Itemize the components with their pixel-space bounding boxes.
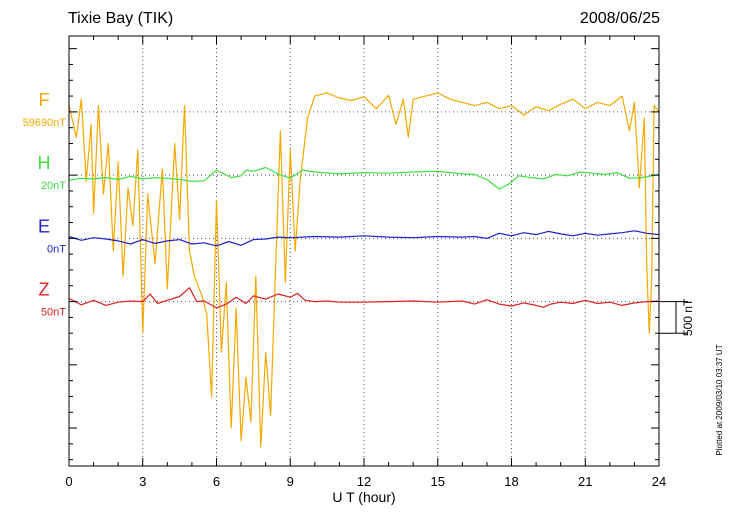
x-tick-label: 15 xyxy=(431,474,445,489)
series-line-E xyxy=(68,230,660,247)
series-baseline-F: 59690nT xyxy=(23,117,67,129)
series-baseline-H: 20nT xyxy=(41,180,66,192)
series-line-Z xyxy=(68,287,660,309)
series-name-H: H xyxy=(38,153,51,173)
plotted-at-note: Plotted at 2009/03/10 03:37 UT xyxy=(715,344,724,455)
station-title: Tixie Bay (TIK) xyxy=(68,10,174,27)
x-tick-label: 12 xyxy=(357,474,371,489)
series-baseline-Z: 50nT xyxy=(41,307,66,319)
series-name-Z: Z xyxy=(39,280,50,300)
x-tick-label: 21 xyxy=(578,474,592,489)
series-line-H xyxy=(68,166,660,190)
date-label: 2008/06/25 xyxy=(579,10,660,27)
series-line-F xyxy=(68,92,660,448)
series-baseline-E: 0nT xyxy=(47,243,66,255)
x-tick-label: 3 xyxy=(139,474,146,489)
x-tick-label: 24 xyxy=(652,474,666,489)
series-name-F: F xyxy=(39,90,50,110)
series-name-E: E xyxy=(38,216,50,236)
x-tick-label: 0 xyxy=(65,474,72,489)
x-tick-label: 9 xyxy=(287,474,294,489)
scale-bar-label: 500 nT xyxy=(681,298,695,336)
x-axis-label: U T (hour) xyxy=(332,489,395,505)
x-tick-label: 18 xyxy=(504,474,518,489)
x-tick-label: 6 xyxy=(213,474,220,489)
